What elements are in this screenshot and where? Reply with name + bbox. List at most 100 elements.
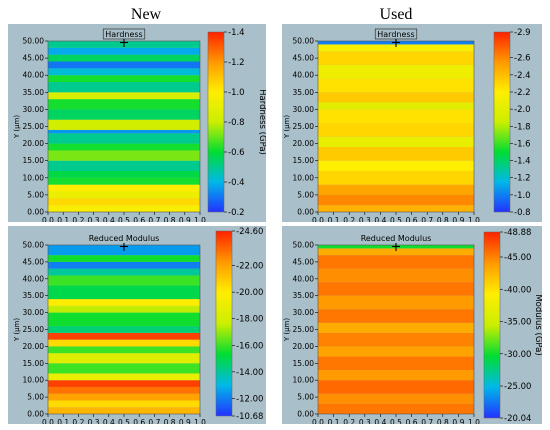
modulus-new-heatmap: 0.00 5.00 10.00 15.00 20.00 25.00 30.00 35.00 40… [13, 227, 266, 424]
x-tick-label: 0.0 [312, 216, 324, 222]
colorbar-tick-label: -40.00 [504, 285, 531, 295]
heatmap-band-15 [48, 285, 200, 300]
x-tick-label: 0.3 [88, 216, 100, 222]
heatmap-band-11 [318, 78, 474, 93]
y-tick-label: 45.00 [293, 54, 315, 63]
colorbar-tick-label: -0.8 [228, 118, 245, 128]
colorbar [483, 231, 501, 419]
heatmap-band-0 [48, 205, 200, 212]
colorbar-tick-label: -14.00 [236, 368, 263, 378]
x-tick-label: 0.5 [118, 216, 130, 222]
hardness-new-heatmap: 0.00 5.00 10.00 15.00 20.00 25.00 30.00 35.00 40… [13, 28, 266, 222]
plot-title: Reduced Modulus [89, 234, 160, 243]
heatmap-band-0 [318, 403, 474, 414]
indent-marker [392, 39, 400, 47]
indent-marker [120, 243, 128, 251]
y-tick-label: 15.00 [293, 156, 315, 165]
x-tick-label: 0.7 [148, 216, 160, 222]
column-title-used: Used [379, 6, 413, 23]
y-axis-label: Y (µm) [283, 115, 291, 140]
y-tick-label: 40.00 [23, 274, 45, 283]
y-tick-label: 10.00 [23, 173, 45, 182]
heatmap-band-7 [318, 322, 474, 333]
heatmap-band-10 [318, 282, 474, 296]
colorbar-tick-label: -1.4 [514, 157, 531, 167]
heatmap-band-1 [318, 194, 474, 206]
heatmap-band-4 [48, 177, 200, 185]
colorbar-tick-label: -0.6 [228, 148, 245, 158]
heatmap-band-8 [318, 109, 474, 124]
heatmap-band-8 [48, 143, 200, 151]
heatmap-bands [318, 41, 474, 212]
heatmap-band-6 [318, 332, 474, 347]
heatmap-band-10 [318, 92, 474, 103]
x-tick-label: 0.7 [421, 418, 433, 424]
heatmap-band-12 [318, 64, 474, 79]
colorbar-tick-label: -45.00 [504, 253, 531, 263]
heatmap-band-1 [48, 400, 200, 408]
x-tick-label: 0.6 [406, 216, 418, 222]
heatmap-band-1 [318, 393, 474, 404]
colorbar-tick-label: -0.8 [514, 208, 531, 218]
y-tick-label: 50.00 [23, 241, 45, 250]
colorbar-tick-label: -1.2 [514, 174, 531, 184]
colorbar-tick-label: -0.4 [228, 178, 245, 188]
hardness-used-heatmap: 0.00 5.00 10.00 15.00 20.00 25.00 30.00 35.00 40… [283, 28, 531, 222]
heatmap-band-8 [48, 346, 200, 354]
heatmap-band-8 [318, 309, 474, 323]
colorbar-tick-label: -20.00 [236, 288, 263, 298]
x-tick-label: 0.8 [437, 216, 449, 222]
y-tick-label: 25.00 [293, 122, 315, 131]
heatmap-band-0 [48, 407, 200, 414]
y-tick-label: 35.00 [293, 291, 315, 300]
heatmap-band-7 [318, 123, 474, 137]
heatmap-band-2 [318, 184, 474, 195]
heatmap-band-9 [318, 295, 474, 310]
y-tick-label: 15.00 [293, 359, 315, 368]
heatmap-band-3 [48, 184, 200, 192]
y-tick-label: 50.00 [293, 37, 315, 46]
x-tick-label: 0.8 [437, 418, 449, 424]
heatmap-band-10 [48, 129, 200, 134]
heatmap-band-14 [48, 92, 200, 100]
colorbar-tick-label: -1.0 [228, 88, 245, 98]
heatmap-band-18 [48, 61, 200, 69]
x-tick-label: 0.4 [103, 418, 115, 424]
y-tick-label: 30.00 [293, 308, 315, 317]
x-tick-label: 0.7 [148, 418, 160, 424]
heatmap-band-14 [48, 299, 200, 306]
colorbar-tick-label: -25.00 [504, 382, 531, 392]
x-tick-label: 0.4 [103, 216, 115, 222]
indent-marker [392, 243, 400, 251]
x-tick-label: 0.0 [42, 418, 54, 424]
colorbar [207, 31, 225, 213]
y-tick-label: 5.00 [297, 393, 314, 402]
modulus-used-heatmap: 0.00 5.00 10.00 15.00 20.00 25.00 30.00 35.00 40… [283, 228, 542, 424]
x-tick-label: 0.5 [118, 418, 130, 424]
heatmap-band-5 [318, 346, 474, 357]
heatmap-band-20 [48, 47, 200, 55]
heatmap-band-6 [48, 363, 200, 374]
x-tick-label: 1.0 [194, 216, 206, 222]
colorbar-tick-label: -35.00 [504, 318, 531, 328]
y-tick-label: 0.00 [297, 208, 314, 217]
panel-hardness-used: 0.00 5.00 10.00 15.00 20.00 25.00 30.00 35.00 40… [282, 24, 542, 222]
x-tick-label: 0.2 [343, 418, 355, 424]
y-tick-label: 45.00 [23, 54, 45, 63]
heatmap-band-11 [318, 268, 474, 283]
plot-title: Hardness [377, 30, 414, 39]
x-tick-label: 0.2 [72, 216, 84, 222]
colorbar-tick-label: -0.2 [228, 208, 245, 218]
x-tick-label: 0.4 [374, 216, 386, 222]
heatmap-band-7 [48, 353, 200, 364]
colorbar-tick-label: -2.4 [514, 71, 531, 81]
y-tick-label: 0.00 [297, 410, 314, 419]
x-tick-label: 0.5 [390, 418, 402, 424]
x-tick-label: 0.6 [406, 418, 418, 424]
heatmap-band-2 [48, 393, 200, 401]
colorbar-tick-label: -1.0 [514, 191, 531, 201]
x-tick-label: 0.2 [343, 216, 355, 222]
colorbar-tick-label: -1.4 [228, 28, 245, 38]
x-tick-label: 1.0 [194, 418, 206, 424]
colorbar-tick-label: -10.68 [236, 412, 263, 422]
